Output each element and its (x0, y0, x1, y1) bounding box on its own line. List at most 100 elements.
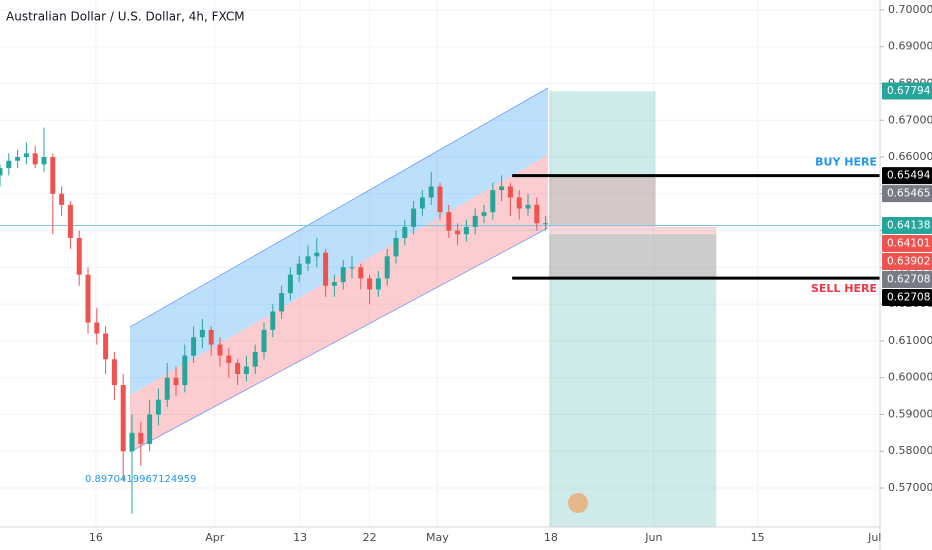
candle-body (243, 366, 249, 375)
price-label: 0.65494 (887, 170, 931, 182)
candle-body (340, 267, 346, 283)
y-tick-label: 0.67000 (888, 113, 932, 126)
price-label-box (882, 185, 932, 203)
price-label-box (882, 271, 932, 289)
price-label: 0.63902 (887, 256, 930, 268)
price-label-box (882, 82, 932, 100)
candle-body (411, 208, 417, 227)
candle-body (393, 237, 399, 257)
candle-body (147, 414, 153, 444)
candle-body (191, 337, 197, 356)
candle-body (138, 432, 144, 444)
candle-body (472, 215, 478, 227)
candle-body (525, 204, 531, 209)
overlays: BUY HERE SELL HERE 0.8970419967124959 (85, 156, 880, 513)
x-tick-label: Jul (867, 531, 881, 544)
x-tick-label: Jun (644, 531, 662, 544)
candle-body (507, 186, 513, 198)
y-tick-label: 0.61000 (888, 334, 932, 347)
chart-title: Australian Dollar / U.S. Dollar, 4h, FXC… (6, 10, 245, 24)
candle-body (235, 362, 241, 375)
x-tick-label: 15 (751, 531, 765, 544)
candle-body (261, 329, 267, 352)
candle-body (323, 252, 329, 286)
candle-body (349, 267, 355, 269)
candle-body (50, 157, 56, 194)
candle-body (155, 399, 161, 415)
candle-body (111, 359, 117, 386)
candle-body (314, 252, 320, 257)
candle-body (270, 311, 276, 330)
candles (0, 127, 549, 514)
channel-lower (129, 154, 548, 452)
position-zone (549, 91, 656, 226)
candle-body (208, 329, 214, 345)
candle-body (199, 329, 205, 338)
candle-body (217, 344, 223, 356)
level-label: BUY HERE (815, 156, 877, 169)
candle-body (32, 153, 38, 165)
price-label-box (882, 289, 932, 307)
candle-body (543, 223, 549, 225)
price-label-box (882, 253, 932, 271)
candle-body (463, 226, 469, 235)
candle-body (41, 157, 47, 165)
candle-body (446, 212, 452, 231)
position-zone (549, 175, 656, 227)
candle-body (534, 204, 540, 224)
x-tick-label: 22 (363, 531, 377, 544)
candle-body (279, 293, 285, 312)
candle-body (305, 256, 311, 264)
y-tick-label: 0.70000 (888, 3, 932, 16)
candle-body (402, 226, 408, 238)
candle-body (358, 267, 364, 279)
x-tick-label: 13 (293, 531, 307, 544)
position-zone (549, 234, 717, 528)
candle-body (0, 168, 3, 176)
candle-body (23, 153, 29, 158)
y-tick-label: 0.57000 (888, 481, 932, 494)
candle-body (367, 278, 373, 290)
candle-body (59, 193, 65, 205)
x-tick-label: Apr (205, 531, 225, 544)
candle-body (419, 197, 425, 209)
zones (0, 87, 880, 528)
candle-body (164, 377, 170, 400)
channel-line (129, 87, 549, 328)
price-label: 0.65465 (887, 188, 930, 200)
grid (0, 0, 880, 527)
candle-body (226, 355, 232, 363)
price-label: 0.67794 (887, 85, 931, 97)
y-tick-label: 0.60000 (888, 371, 932, 384)
candle-body (182, 355, 188, 386)
candle-body (15, 157, 21, 161)
candle-body (85, 274, 91, 323)
position-zone (549, 226, 717, 279)
candle-body (173, 377, 179, 386)
candle-body (499, 186, 505, 191)
candle-body (103, 333, 109, 360)
y-tick-label: 0.69000 (888, 40, 932, 53)
price-label-box (882, 235, 932, 253)
candle-body (120, 385, 126, 452)
candle-body (375, 278, 381, 290)
candle-body (437, 186, 443, 213)
candle-body (94, 322, 100, 334)
price-label: 0.64138 (887, 220, 930, 232)
price-label-box (882, 217, 932, 235)
x-tick-label: 16 (89, 531, 103, 544)
candle-body (516, 197, 522, 209)
y-tick-label: 0.58000 (888, 444, 932, 457)
candle-body (331, 282, 337, 286)
y-tick-label: 0.59000 (888, 407, 932, 420)
candle-body (76, 237, 82, 275)
candle-body (490, 190, 496, 213)
axes: 0.570000.580000.590000.600000.610000.620… (89, 3, 932, 544)
level-label: SELL HERE (811, 282, 877, 295)
price-label: 0.62708 (887, 292, 930, 304)
candle-body (252, 351, 258, 367)
price-label: 0.62708 (887, 274, 930, 286)
candle-body (67, 204, 73, 238)
